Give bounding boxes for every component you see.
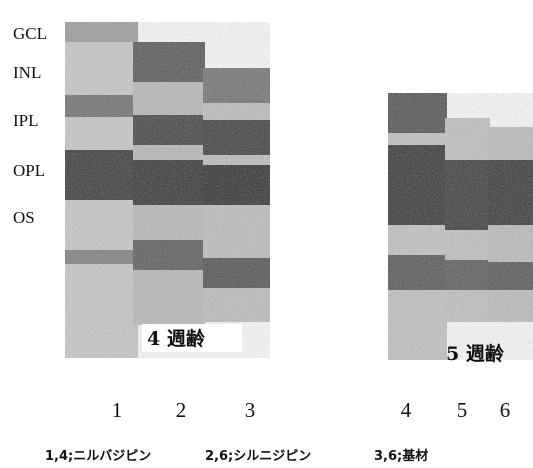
lane-number: 1 <box>112 398 123 422</box>
legend-item: 3,6;基材 <box>374 448 428 464</box>
micrograph-right <box>388 93 533 360</box>
layer-label: IPL <box>13 111 39 130</box>
group-label: 5 週齢 <box>446 342 505 365</box>
lane-number: 6 <box>500 398 511 422</box>
lane-number: 2 <box>176 398 187 422</box>
layer-label: INL <box>13 63 41 82</box>
layer-label: OS <box>13 208 35 227</box>
group-label: 4 週齢 <box>147 327 206 350</box>
lane-number: 4 <box>401 398 412 422</box>
legend-item: 2,6;シルニジピン <box>205 449 311 464</box>
lane-number: 5 <box>457 398 468 422</box>
lane-number: 3 <box>245 398 256 422</box>
layer-label: OPL <box>13 161 45 180</box>
layer-label: GCL <box>13 24 47 43</box>
micrograph-left <box>65 22 270 358</box>
legend-item: 1,4;ニルバジピン <box>45 449 151 464</box>
